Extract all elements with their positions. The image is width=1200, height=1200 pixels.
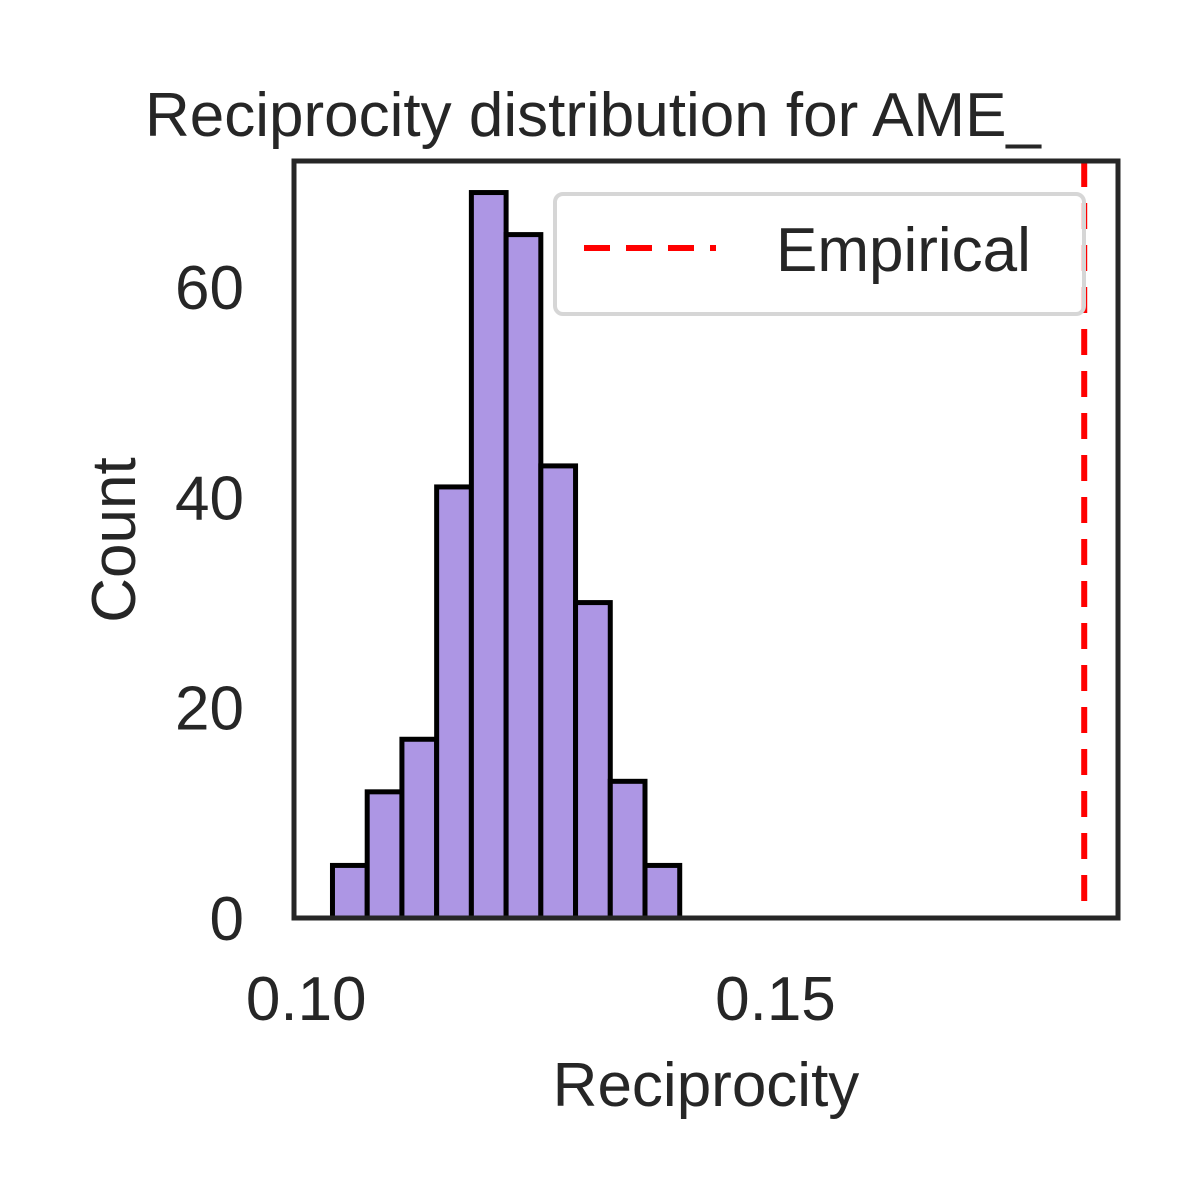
- histogram-bar-3: [399, 736, 440, 921]
- histogram-bar-2: [364, 789, 405, 921]
- histogram-bar-7: [538, 463, 579, 921]
- histogram-bar-9: [607, 778, 648, 921]
- y-tick-label-60: 60: [175, 254, 244, 323]
- histogram-bar-1: [329, 862, 370, 921]
- chart-title: Reciprocity distribution for AME_: [145, 81, 1042, 150]
- y-tick-label-0: 0: [210, 885, 244, 954]
- x-tick-labels: 0.10 0.15: [246, 965, 836, 1034]
- legend-label-empirical: Empirical: [776, 216, 1031, 285]
- histogram-bar-10: [642, 862, 683, 921]
- plot-frame: [291, 158, 1121, 921]
- y-tick-label-20: 20: [175, 675, 244, 744]
- legend-box: [553, 192, 1086, 316]
- histogram-bars: [329, 190, 683, 921]
- y-axis-label: Count: [80, 457, 149, 622]
- histogram-bar-8: [573, 600, 613, 921]
- y-tick-label-40: 40: [175, 464, 244, 533]
- legend: Empirical: [553, 192, 1086, 316]
- histogram-bar-6: [503, 232, 544, 921]
- x-axis-label: Reciprocity: [553, 1051, 860, 1120]
- x-tick-label-0-15: 0.15: [715, 965, 836, 1034]
- x-tick-label-0-10: 0.10: [246, 965, 367, 1034]
- histogram-bar-4: [434, 484, 474, 921]
- histogram-bar-5: [468, 190, 509, 921]
- y-tick-labels: 0 20 40 60: [175, 254, 244, 954]
